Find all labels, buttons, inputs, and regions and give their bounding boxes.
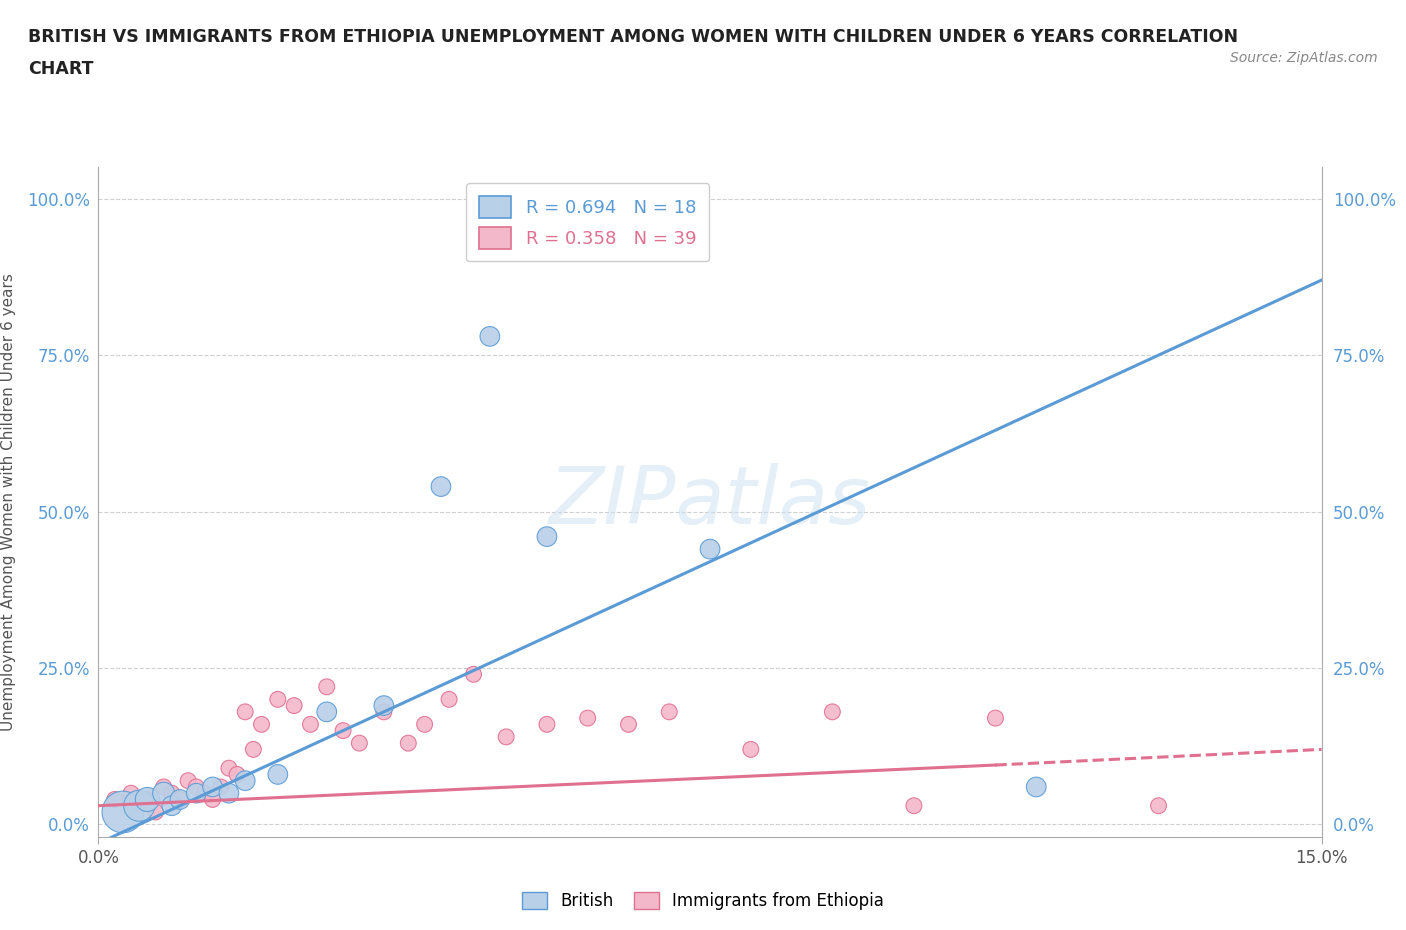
Point: [177, 773, 200, 788]
Point: [332, 724, 354, 738]
Point: [478, 329, 501, 344]
Text: CHART: CHART: [28, 60, 94, 78]
Y-axis label: Unemployment Among Women with Children Under 6 years: Unemployment Among Women with Children U…: [1, 273, 15, 731]
Point: [136, 792, 159, 807]
Point: [160, 798, 183, 813]
Point: [136, 792, 159, 807]
Point: [437, 692, 460, 707]
Legend: British, Immigrants from Ethiopia: British, Immigrants from Ethiopia: [516, 885, 890, 917]
Point: [242, 742, 264, 757]
Point: [186, 786, 208, 801]
Point: [536, 529, 558, 544]
Point: [104, 792, 127, 807]
Point: [233, 704, 256, 719]
Point: [299, 717, 322, 732]
Point: [233, 773, 256, 788]
Point: [152, 786, 174, 801]
Point: [495, 729, 517, 744]
Point: [430, 479, 453, 494]
Point: [267, 692, 290, 707]
Text: ZIPatlas: ZIPatlas: [548, 463, 872, 541]
Point: [576, 711, 599, 725]
Point: [984, 711, 1007, 725]
Point: [1147, 798, 1170, 813]
Point: [120, 786, 142, 801]
Point: [536, 717, 558, 732]
Point: [413, 717, 436, 732]
Point: [201, 779, 224, 794]
Point: [699, 541, 721, 556]
Point: [349, 736, 371, 751]
Point: [396, 736, 419, 751]
Point: [740, 742, 762, 757]
Point: [658, 704, 681, 719]
Point: [250, 717, 273, 732]
Point: [373, 698, 395, 713]
Point: [111, 804, 134, 819]
Point: [903, 798, 925, 813]
Point: [193, 786, 215, 801]
Point: [218, 761, 240, 776]
Point: [373, 704, 395, 719]
Legend: R = 0.694   N = 18, R = 0.358   N = 39: R = 0.694 N = 18, R = 0.358 N = 39: [467, 183, 709, 261]
Point: [160, 786, 183, 801]
Point: [821, 704, 844, 719]
Text: BRITISH VS IMMIGRANTS FROM ETHIOPIA UNEMPLOYMENT AMONG WOMEN WITH CHILDREN UNDER: BRITISH VS IMMIGRANTS FROM ETHIOPIA UNEM…: [28, 28, 1239, 46]
Point: [315, 704, 337, 719]
Text: Source: ZipAtlas.com: Source: ZipAtlas.com: [1230, 51, 1378, 65]
Point: [145, 804, 167, 819]
Point: [218, 786, 240, 801]
Point: [315, 680, 337, 695]
Point: [169, 792, 191, 807]
Point: [463, 667, 485, 682]
Point: [128, 798, 150, 813]
Point: [169, 792, 191, 807]
Point: [226, 767, 249, 782]
Point: [152, 779, 174, 794]
Point: [201, 792, 224, 807]
Point: [128, 798, 150, 813]
Point: [186, 779, 208, 794]
Point: [283, 698, 305, 713]
Point: [267, 767, 290, 782]
Point: [209, 779, 232, 794]
Point: [617, 717, 640, 732]
Point: [1025, 779, 1047, 794]
